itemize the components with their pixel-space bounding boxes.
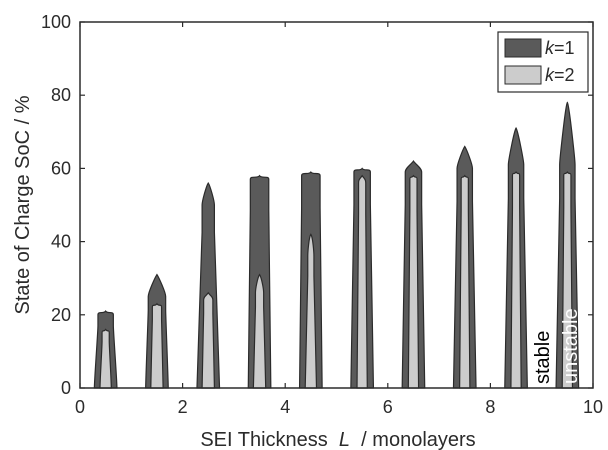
peak-k2-2 <box>150 302 164 389</box>
peak-k2-8 <box>459 174 471 389</box>
annotations: stable unstable <box>532 308 582 384</box>
x-tick-label: 6 <box>383 397 393 417</box>
annotation-stable: stable <box>532 331 554 384</box>
plot-frame <box>79 21 594 389</box>
x-tick-label: 2 <box>178 397 188 417</box>
legend-label-k2-var: k <box>545 65 555 85</box>
peak-k2-1 <box>99 328 112 389</box>
legend-swatch-k2 <box>504 65 542 85</box>
x-tick-label: 0 <box>75 397 85 417</box>
legend: k=1 k=2 <box>497 31 589 93</box>
x-tick-label: 4 <box>280 397 290 417</box>
peak-k2-6 <box>356 174 368 389</box>
peak-k2-10 <box>561 170 574 389</box>
x-axis-label-variable: L <box>339 429 350 450</box>
legend-label-k2: k=2 <box>545 65 575 85</box>
peak-k2-7 <box>407 174 420 389</box>
peak-k2-9 <box>510 170 522 389</box>
y-tick-label: 60 <box>51 158 71 178</box>
legend-label-k1-var: k <box>545 38 555 58</box>
annotation-unstable: unstable <box>560 308 582 384</box>
x-axis-label-unit: / monolayers <box>361 429 476 450</box>
y-tick-label: 20 <box>51 305 71 325</box>
legend-label-k1: k=1 <box>545 38 575 58</box>
legend-swatch-k1 <box>504 38 542 58</box>
x-tick-label: 10 <box>583 397 603 417</box>
y-tick-label: 0 <box>61 378 71 398</box>
series-k2 <box>99 170 574 389</box>
x-axis: 0 2 4 6 8 10 <box>75 22 603 417</box>
y-axis-label: State of Charge SoC / % <box>12 95 34 314</box>
peak-k2-3 <box>201 291 216 389</box>
y-axis: 0 20 40 60 80 100 <box>41 12 593 398</box>
x-tick-label: 8 <box>485 397 495 417</box>
y-tick-label: 80 <box>51 85 71 105</box>
peak-k2-5 <box>304 233 318 389</box>
y-tick-label: 40 <box>51 232 71 252</box>
legend-label-k1-value: =1 <box>554 38 575 58</box>
peak-k2-4 <box>252 273 267 389</box>
x-axis-label-prefix: SEI Thickness <box>200 429 327 450</box>
x-axis-label: SEI Thickness L / monolayers <box>200 429 475 450</box>
legend-label-k2-value: =2 <box>554 65 575 85</box>
y-tick-label: 100 <box>41 12 71 32</box>
